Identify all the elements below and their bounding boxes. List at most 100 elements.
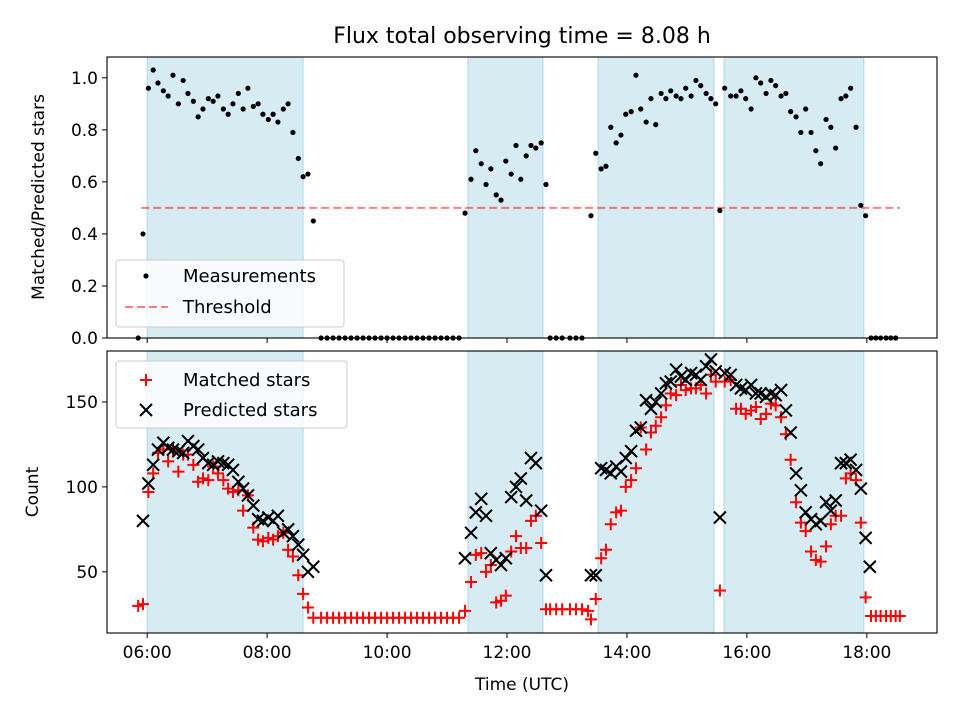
matched-star-point: [625, 474, 638, 487]
matched-star-point: [893, 610, 906, 623]
measurement-point: [245, 85, 251, 91]
measurement-point: [175, 101, 181, 107]
matched-star-point: [700, 387, 713, 400]
measurement-point: [628, 109, 634, 115]
matched-star-point: [799, 525, 812, 538]
measurement-point: [753, 75, 759, 81]
predicted-star-point: [286, 529, 300, 543]
measurement-point: [493, 192, 499, 198]
measurement-point: [140, 231, 146, 237]
measurement-point: [295, 155, 301, 162]
matched-star-point: [202, 474, 215, 487]
matched-star-point: [599, 543, 612, 556]
predicted-star-point: [713, 510, 727, 525]
predicted-star-point: [843, 453, 858, 467]
measurement-point: [608, 124, 614, 130]
measurement-point: [758, 80, 764, 86]
matched-star-point: [575, 603, 588, 616]
measurement-point: [717, 207, 723, 214]
matched-star-point: [510, 530, 523, 543]
top-axis-ticks: 0.0 0.2 0.4 0.6 0.8 1.0: [71, 69, 868, 349]
bottom-x-tick-label: 16:00: [722, 643, 771, 663]
predicted-star-point: [783, 425, 798, 440]
matched-star-point: [718, 375, 731, 388]
measurement-point: [803, 106, 809, 112]
measurement-point: [265, 116, 271, 123]
matched-star-point: [499, 589, 512, 602]
predicted-star-point: [306, 560, 321, 574]
legend-measurements-marker: [143, 273, 149, 279]
predicted-star-point: [614, 464, 628, 479]
measurement-point: [190, 98, 196, 104]
measurement-point: [698, 83, 704, 89]
matched-star-point: [136, 598, 149, 611]
matched-star-point: [749, 401, 762, 414]
measurement-point: [783, 90, 789, 97]
matched-star-point: [292, 569, 305, 582]
legend-predicted-label: Predicted stars: [183, 400, 317, 421]
measurement-point: [638, 106, 644, 112]
measurement-point: [603, 163, 609, 169]
measurement-point: [538, 140, 544, 146]
predicted-star-point: [246, 498, 261, 513]
legend-predicted-marker: [139, 403, 153, 417]
measurement-point: [728, 93, 734, 99]
bottom-panel: 06:00 08:00 10:00 12:00 14:00 16:00 18:00 50 100…: [23, 350, 938, 695]
measurement-point: [743, 96, 749, 102]
measurement-point: [170, 72, 176, 78]
measurement-point: [848, 85, 854, 91]
observing-window-band: [467, 56, 544, 339]
bottom-y-axis-label: Count: [23, 466, 43, 517]
count-points: [132, 352, 906, 626]
measurement-point: [663, 96, 669, 102]
bottom-axis-ticks: 06:00 08:00 10:00 12:00 14:00 16:00 18:00 50 100…: [66, 393, 892, 663]
predicted-star-point: [509, 480, 523, 494]
predicted-star-point: [704, 352, 718, 367]
predicted-star-point: [534, 503, 548, 518]
matched-star-point: [614, 504, 627, 517]
predicted-star-point: [634, 420, 648, 435]
observing-window-band: [723, 56, 865, 339]
matched-star-point: [784, 453, 797, 466]
measurement-point: [833, 145, 839, 151]
predicted-star-point: [479, 509, 493, 523]
matched-star-point: [453, 611, 466, 624]
predicted-star-point: [649, 395, 663, 409]
measurement-point: [310, 218, 316, 224]
matched-star-point: [301, 601, 314, 614]
observing-window-band: [723, 350, 865, 634]
measurement-point: [145, 85, 151, 91]
measurement-point: [613, 140, 619, 146]
measurement-point: [678, 96, 684, 102]
measurement-point: [290, 129, 296, 136]
matched-star-point: [814, 555, 827, 568]
predicted-star-point: [828, 493, 843, 508]
predicted-star-point: [176, 446, 190, 460]
matched-star-point: [775, 411, 788, 424]
measurement-point: [200, 106, 206, 112]
matched-star-point: [820, 540, 833, 553]
measurement-point: [533, 145, 539, 151]
measurement-point: [693, 77, 699, 84]
predicted-star-point: [774, 383, 788, 397]
matched-star-point: [655, 411, 668, 424]
predicted-star-point: [858, 531, 873, 545]
matched-star-point: [297, 587, 310, 600]
predicted-star-point: [236, 481, 250, 496]
matched-star-point: [754, 412, 767, 425]
predicted-star-point: [854, 481, 868, 496]
measurement-point: [773, 83, 779, 89]
top-y-tick-label: 1.0: [71, 69, 98, 89]
measurement-point: [543, 181, 549, 188]
measurement-point: [195, 114, 201, 120]
x-axis-label: Time (UTC): [474, 675, 569, 695]
measurement-point: [528, 142, 534, 149]
observing-window-band: [597, 56, 715, 339]
predicted-star-point: [659, 376, 673, 390]
predicted-star-point: [519, 493, 533, 508]
predicted-star-point: [191, 442, 205, 457]
matched-star-point: [459, 604, 472, 617]
bottom-legend: Matched stars Predicted stars: [115, 360, 348, 429]
bottom-x-tick-label: 10:00: [363, 643, 412, 663]
